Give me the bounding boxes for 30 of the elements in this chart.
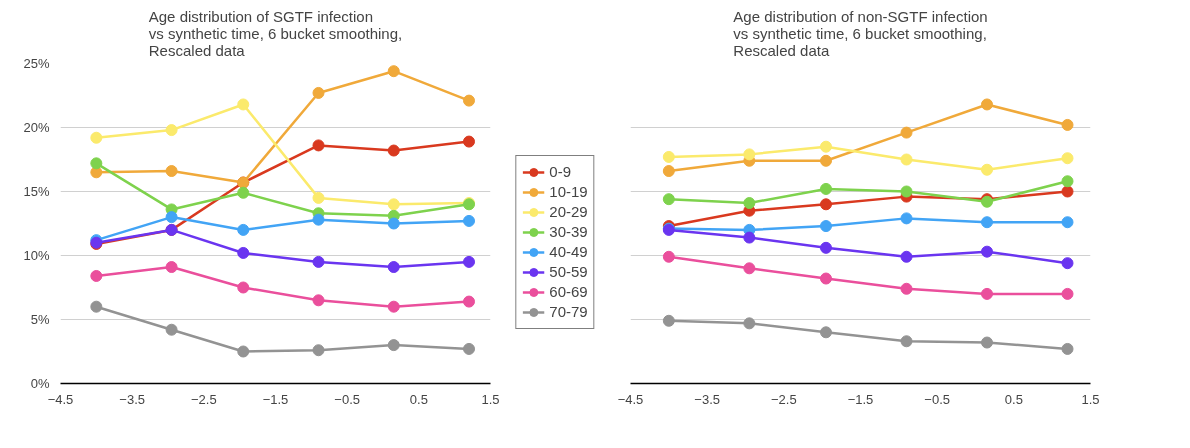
x-tick-label: 1.5 bbox=[1081, 391, 1100, 407]
legend-label: 70-79 bbox=[549, 303, 588, 320]
y-tick-label: 0% bbox=[30, 376, 50, 391]
legend-label: 60-69 bbox=[549, 283, 588, 300]
x-tick-label: 0.5 bbox=[409, 391, 428, 407]
x-tick-label: −4.5 bbox=[617, 391, 644, 407]
legend-label: 0-9 bbox=[549, 163, 571, 180]
x-tick-label: −2.5 bbox=[771, 391, 797, 407]
x-tick-label: 1.5 bbox=[481, 391, 500, 407]
x-tick-label: −0.5 bbox=[924, 391, 951, 407]
x-tick-label: −4.5 bbox=[47, 391, 74, 407]
x-tick-label: −1.5 bbox=[262, 391, 289, 407]
y-tick-label: 25% bbox=[23, 56, 50, 71]
legend-label: 50-59 bbox=[549, 263, 588, 280]
x-tick-label: −3.5 bbox=[694, 391, 721, 407]
chart-title: Age distribution of non-SGTF infection vs synthetic time, 6 bucket smoothing, Rescaled data bbox=[733, 7, 988, 59]
legend-label: 20-29 bbox=[549, 203, 588, 220]
chart-title: Age distribution of SGTF infection vs synthetic time, 6 bucket smoothing, Rescaled data bbox=[148, 7, 403, 59]
x-tick-label: −1.5 bbox=[847, 391, 874, 407]
y-tick-label: 5% bbox=[30, 312, 50, 327]
y-tick-label: 20% bbox=[23, 120, 50, 135]
x-tick-label: −0.5 bbox=[334, 391, 361, 407]
y-tick-label: 15% bbox=[23, 184, 50, 199]
legend-label: 30-39 bbox=[549, 223, 588, 240]
x-tick-label: −3.5 bbox=[119, 391, 146, 407]
legend-label: 10-19 bbox=[549, 183, 588, 200]
y-tick-label: 10% bbox=[23, 248, 50, 263]
legend-label: 40-49 bbox=[549, 243, 588, 260]
x-tick-label: −2.5 bbox=[191, 391, 217, 407]
x-tick-label: 0.5 bbox=[1004, 391, 1023, 407]
